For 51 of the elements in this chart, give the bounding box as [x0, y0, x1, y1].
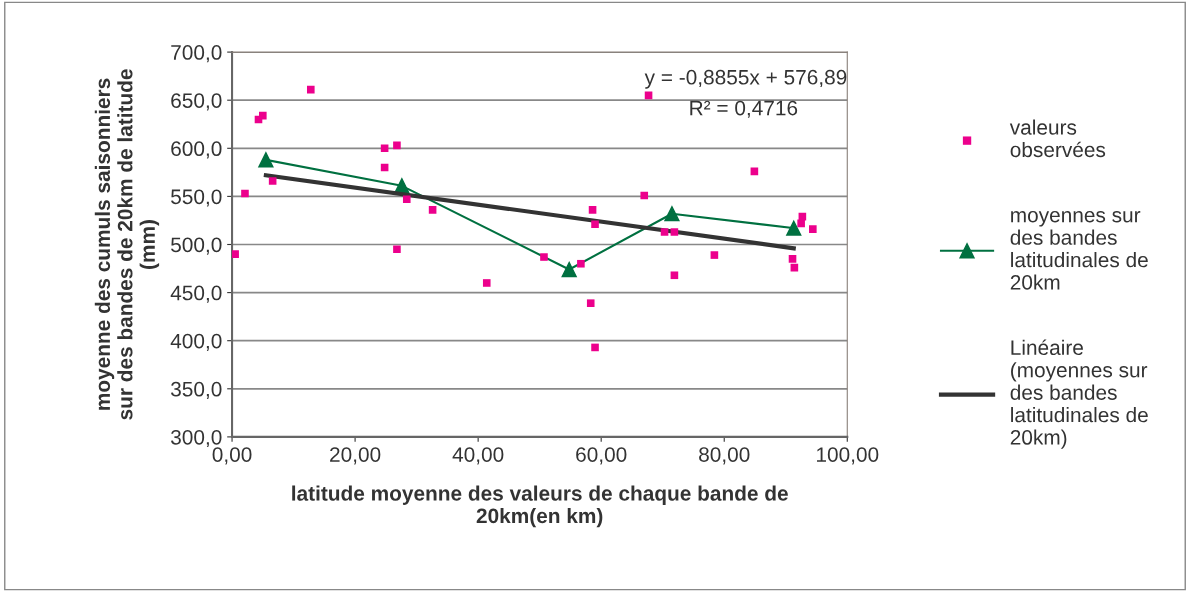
annotation: R² = 0,4716 [690, 100, 798, 118]
x-tick-label: 40,00 [452, 447, 504, 465]
point [540, 253, 548, 261]
point [307, 85, 315, 94]
point [591, 220, 599, 229]
y-tick-label: 550,0 [171, 189, 222, 207]
point [591, 343, 599, 352]
point [577, 259, 585, 268]
point [809, 225, 817, 233]
legend-label: Linéaire (moyennes sur des bandes latitudinales de 20km) [1010, 339, 1148, 449]
point [232, 250, 239, 258]
point [380, 144, 389, 153]
point [660, 228, 669, 236]
y-axis-title: moyenne des cumuls saisonniers sur des bandes de 20km de latitude (mm) [94, 69, 160, 420]
point [561, 261, 577, 278]
y-tick-label: 450,0 [170, 285, 222, 303]
point [268, 177, 277, 185]
y-tick-label: 600,0 [171, 141, 222, 159]
point [788, 255, 797, 263]
y-tick-label: 300,0 [170, 429, 222, 448]
x-axis-title: latitude moyenne des valeurs de chaque bande de 20km(en km) [292, 485, 788, 528]
x-tick-label: 60,00 [576, 447, 627, 465]
x-tick-label: 0,00 [212, 447, 252, 465]
point [588, 206, 597, 214]
point [259, 111, 267, 120]
point [670, 271, 679, 280]
x-tick-label: 100,00 [817, 447, 879, 465]
y-tick-label: 650,0 [171, 93, 222, 111]
x-tick-label: 20,00 [330, 447, 381, 465]
legend-label: valeurs observées [1009, 119, 1106, 158]
y-tick-label: 350,0 [170, 381, 222, 400]
point [241, 189, 249, 198]
point [428, 206, 437, 214]
point [710, 251, 719, 259]
x-tick-label: 80,00 [699, 447, 750, 465]
point [786, 220, 802, 236]
point [482, 279, 491, 287]
point [640, 191, 649, 200]
y-tick-label: 500,0 [171, 237, 222, 255]
point [393, 141, 401, 150]
point [586, 299, 595, 307]
point [393, 245, 401, 254]
y-tick-label: 400,0 [170, 333, 222, 351]
y-tick-label: 700,0 [171, 45, 222, 63]
point [797, 219, 805, 228]
point [664, 206, 680, 222]
legend-label: moyennes sur des bandes latitudinales de 20km [1010, 211, 1148, 290]
point [670, 228, 679, 236]
point [258, 152, 274, 168]
point [402, 195, 411, 204]
annotation: y = -0,8855x + 576,89 [644, 69, 847, 89]
